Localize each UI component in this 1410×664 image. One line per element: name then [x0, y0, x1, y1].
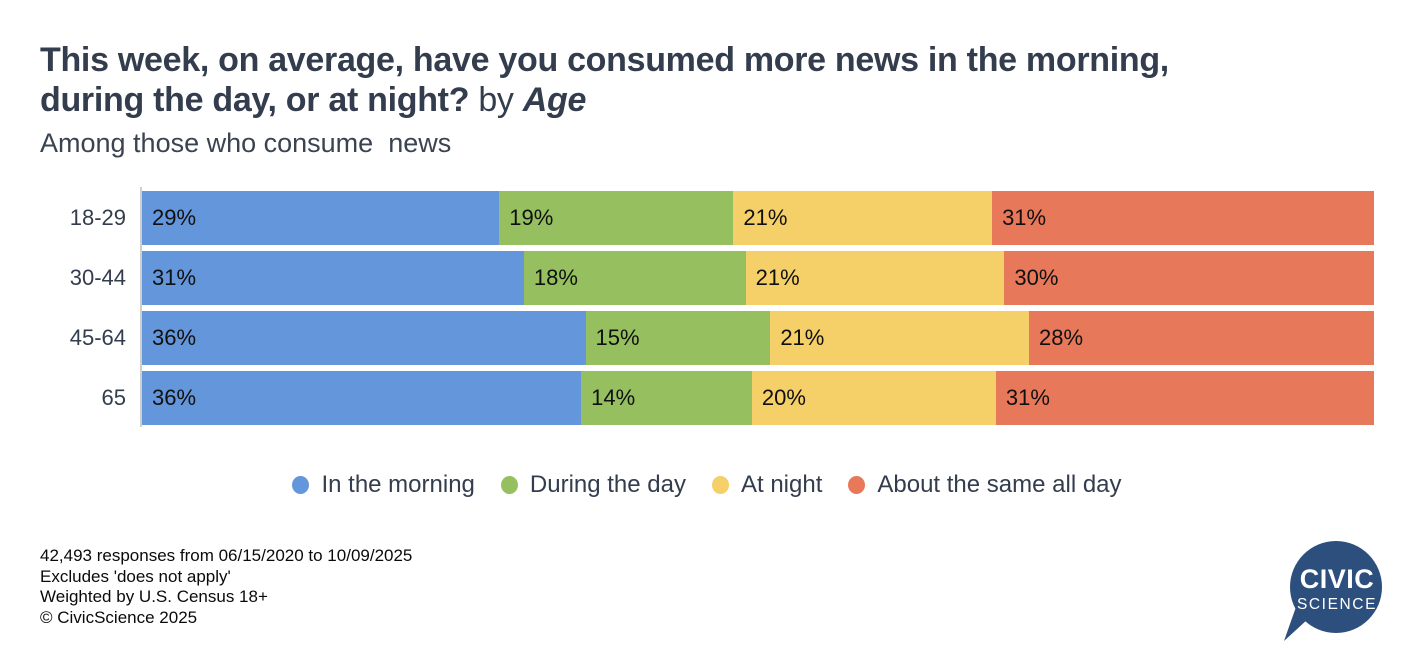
bar-value-label: 36%: [152, 325, 197, 351]
bar-value-label: 31%: [1002, 205, 1047, 231]
plot-area: 18-29 29% 19% 21% 31% 30-44 31% 18% 21% 30% 45-64 3…: [40, 187, 1374, 428]
y-axis-label: 30-44: [69, 265, 126, 291]
bar-segment: 21%: [733, 191, 993, 246]
legend-dot-icon: [848, 476, 866, 495]
legend-dot-icon: [711, 476, 729, 495]
bar-value-label: 29%: [152, 205, 197, 231]
bar-value-label: 21%: [743, 205, 788, 231]
legend-label: In the morning: [321, 471, 475, 499]
bar-segment: 30%: [1004, 251, 1374, 306]
y-axis-label: 18-29: [69, 205, 126, 231]
footnote-line: Excludes 'does not apply': [40, 566, 231, 586]
legend-item: About the same all day: [848, 471, 1122, 499]
logo-bubble-tail: [1284, 607, 1308, 641]
bar-segment: 36%: [142, 371, 582, 426]
bar-segment: 29%: [142, 191, 500, 246]
bar-track: 29% 19% 21% 31%: [142, 191, 1374, 246]
bar-value-label: 21%: [755, 265, 800, 291]
bar-value-label: 20%: [761, 385, 806, 411]
bar-segment: 31%: [142, 251, 524, 306]
bar-segment: 19%: [499, 191, 734, 246]
bar-row: 30-44 31% 18% 21% 30%: [40, 251, 1374, 306]
bar-segment: 18%: [523, 251, 746, 306]
legend: In the morning During the day At night Abou…: [40, 471, 1374, 499]
bar-segment: 21%: [745, 251, 1005, 306]
chart-title-question: during the day, or at night?: [40, 81, 470, 120]
legend-item: During the day: [500, 471, 686, 499]
bar-value-label: 30%: [1014, 265, 1059, 291]
speech-bubble-icon: CIVIC SCIENCE: [1284, 541, 1382, 641]
bar-track: 36% 15% 21% 28%: [142, 311, 1374, 366]
civicscience-logo: CIVIC SCIENCE: [1282, 541, 1382, 643]
bar-segment: 31%: [992, 191, 1374, 246]
chart-subtitle: Among those who consume news: [40, 128, 452, 159]
logo-text-science: SCIENCE: [1297, 596, 1377, 613]
bar-value-label: 18%: [533, 265, 578, 291]
footnotes: 42,493 responses from 06/15/2020 to 10/0…: [40, 546, 412, 629]
footnote-line: Weighted by U.S. Census 18+: [40, 587, 268, 607]
legend-label: During the day: [529, 471, 686, 499]
bar-value-label: 15%: [595, 325, 640, 351]
bar-value-label: 28%: [1039, 325, 1084, 351]
legend-dot-icon: [292, 476, 310, 495]
footnote-line: 42,493 responses from 06/15/2020 to 10/0…: [40, 546, 413, 565]
y-axis-label: 45-64: [69, 325, 126, 351]
legend-item: In the morning: [292, 471, 475, 499]
footnote-line: © CivicScience 2025: [40, 608, 198, 628]
bar-value-label: 36%: [152, 385, 197, 411]
bar-segment: 21%: [770, 311, 1030, 366]
bar-track: 31% 18% 21% 30%: [142, 251, 1374, 306]
page: This week, on average, have you consumed…: [40, 40, 1374, 499]
bar-row: 45-64 36% 15% 21% 28%: [40, 311, 1374, 366]
chart-title-group: Age: [522, 81, 587, 120]
bar-segment: 14%: [581, 371, 752, 426]
legend-label: About the same all day: [877, 471, 1122, 499]
chart-title-line1: This week, on average, have you consumed…: [40, 41, 1169, 79]
bar-value-label: 31%: [1005, 385, 1050, 411]
chart-title: This week, on average, have you consumed…: [40, 40, 1374, 120]
logo-bubble-circle: [1290, 541, 1382, 633]
bar-value-label: 21%: [780, 325, 825, 351]
bar-row: 65 36% 14% 20% 31%: [40, 371, 1374, 426]
bar-value-label: 31%: [152, 265, 197, 291]
bar-track: 36% 14% 20% 31%: [142, 371, 1374, 426]
bar-segment: 15%: [585, 311, 771, 366]
bar-value-label: 19%: [509, 205, 554, 231]
y-axis-label: 65: [101, 385, 126, 411]
bar-segment: 20%: [751, 371, 996, 426]
logo-text-civic: CIVIC: [1300, 564, 1375, 594]
bar-segment: 31%: [995, 371, 1374, 426]
legend-label: At night: [740, 471, 823, 499]
bar-row: 18-29 29% 19% 21% 31%: [40, 191, 1374, 246]
bar-segment: 28%: [1029, 311, 1374, 366]
bar-value-label: 14%: [591, 385, 636, 411]
bar-segment: 36%: [142, 311, 586, 366]
legend-dot-icon: [500, 476, 518, 495]
chart-title-by: by: [469, 81, 523, 120]
legend-item: At night: [711, 471, 823, 499]
